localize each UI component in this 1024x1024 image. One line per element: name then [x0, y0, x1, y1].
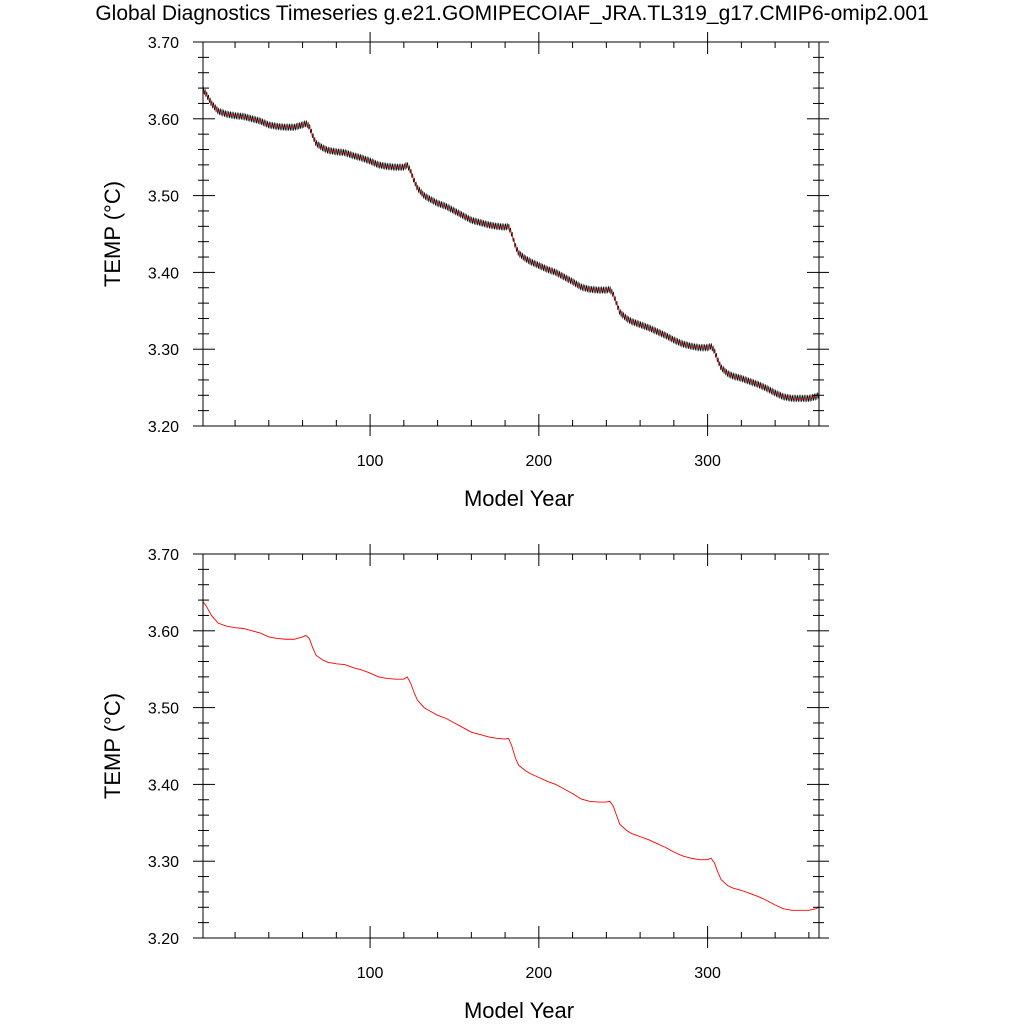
y-tick-label: 3.40 [148, 777, 179, 794]
series-mean-line [202, 89, 820, 399]
x-axis-title: Model Year [464, 998, 574, 1023]
y-axis-title: TEMP (°C) [100, 181, 125, 287]
y-tick-label: 3.50 [148, 189, 179, 206]
y-tick-label: 3.20 [148, 931, 179, 948]
y-tick-label: 3.30 [148, 854, 179, 871]
y-tick-label: 3.70 [148, 547, 179, 564]
x-tick-label: 200 [525, 453, 552, 470]
x-tick-label: 300 [694, 965, 721, 982]
y-tick-label: 3.60 [148, 112, 179, 129]
y-tick-label: 3.70 [148, 35, 179, 52]
x-tick-label: 100 [357, 965, 384, 982]
series-line [202, 86, 820, 403]
x-tick-label: 300 [694, 453, 721, 470]
x-axis-title: Model Year [464, 486, 574, 511]
chart-top: 3.20 3.30 3.40 3.50 3.60 3.70 100 200 300 Model Y… [100, 32, 829, 511]
y-tick-label: 3.30 [148, 342, 179, 359]
page-title: Global Diagnostics Timeseries g.e21.GOMI… [95, 2, 929, 25]
plot-frame [202, 553, 820, 939]
y-tick-label: 3.50 [148, 701, 179, 718]
x-tick-label: 100 [357, 453, 384, 470]
x-tick-label: 200 [525, 965, 552, 982]
series-line [202, 601, 820, 911]
y-tick-label: 3.60 [148, 624, 179, 641]
y-tick-label: 3.40 [148, 265, 179, 282]
chart-bottom: 3.20 3.30 3.40 3.50 3.60 3.70 100 200 300 Model Y… [100, 544, 829, 1023]
y-tick-label: 3.20 [148, 419, 179, 436]
plot-frame [202, 41, 820, 427]
y-axis-title: TEMP (°C) [100, 693, 125, 799]
